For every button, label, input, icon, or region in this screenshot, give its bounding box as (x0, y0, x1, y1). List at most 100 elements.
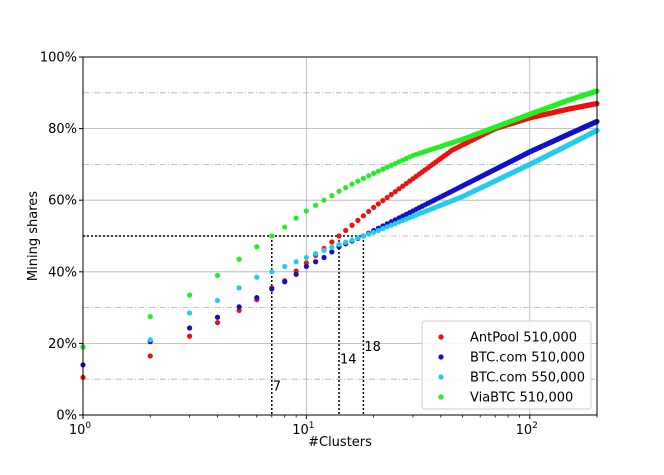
data-point (384, 164, 390, 170)
data-point (303, 208, 309, 214)
cutoff-label: 14 (340, 353, 357, 368)
data-point (388, 222, 394, 228)
data-point (147, 313, 153, 320)
legend: AntPool 510,000 BTC.com 510,000 BTC.com 55… (421, 320, 592, 410)
y-axis-label: Mining shares (26, 191, 41, 281)
data-point (282, 279, 288, 285)
data-point (392, 189, 398, 195)
x-tick-label: 102 (516, 421, 538, 438)
legend-marker (438, 354, 444, 360)
data-point (186, 325, 193, 331)
data-point (343, 227, 349, 234)
data-point (269, 286, 275, 292)
data-point (336, 241, 342, 248)
data-point (214, 297, 221, 304)
cutoff-label: 7 (273, 379, 281, 394)
data-point (349, 237, 355, 243)
series-2 (80, 127, 600, 350)
data-point (303, 260, 309, 266)
data-point (236, 304, 242, 310)
data-point (321, 254, 327, 261)
data-point (336, 233, 342, 239)
data-point (329, 249, 335, 255)
data-point (329, 244, 335, 250)
data-point (375, 201, 381, 207)
data-point (321, 247, 327, 253)
data-point (236, 307, 242, 314)
plot-frame (82, 56, 598, 416)
legend-marker (438, 394, 444, 400)
y-tick-label: 40% (48, 265, 77, 280)
data-point (355, 217, 361, 223)
legend-marker (438, 334, 444, 340)
data-point (147, 353, 153, 359)
legend-marker (438, 374, 444, 380)
data-point (269, 269, 275, 275)
data-point (214, 320, 221, 326)
x-tick-exponent: 0 (85, 421, 91, 431)
legend-label: ViaBTC 510,000 (470, 391, 573, 406)
data-point (360, 213, 366, 219)
data-point (371, 170, 377, 176)
data-point (375, 227, 381, 234)
data-point (321, 197, 327, 203)
series-3 (80, 88, 600, 350)
data-point (282, 263, 288, 270)
data-point (355, 178, 361, 184)
data-points-layer (80, 88, 600, 381)
y-tick-label: 80% (48, 122, 77, 137)
data-point (371, 229, 377, 236)
data-point (384, 224, 390, 230)
data-point (375, 168, 381, 174)
data-point (293, 259, 299, 265)
data-point (147, 337, 153, 343)
data-point (366, 208, 372, 215)
data-point (380, 166, 386, 172)
data-point (254, 294, 260, 301)
x-tick-base: 10 (292, 423, 309, 438)
data-point (388, 162, 394, 168)
data-point (186, 292, 193, 298)
data-point (269, 233, 275, 239)
data-point (396, 186, 402, 192)
y-tick-label: 100% (40, 51, 77, 66)
x-tick-label: 100 (69, 421, 92, 438)
cutoff-label: 18 (364, 340, 381, 355)
x-axis-label: #Clusters (308, 435, 372, 450)
data-point (214, 272, 221, 278)
annotation-layer: 7 14 18 (83, 235, 381, 415)
legend-label: AntPool 510,000 (470, 331, 577, 346)
data-point (388, 191, 394, 198)
data-point (254, 244, 260, 250)
data-point (343, 184, 349, 191)
data-point (186, 333, 193, 339)
data-point (313, 251, 319, 257)
data-point (303, 254, 309, 261)
data-point (360, 233, 366, 239)
x-tick-base: 10 (69, 423, 86, 438)
data-point (313, 259, 319, 265)
y-tick-label: 60% (48, 194, 77, 209)
data-point (303, 263, 309, 270)
legend-label: BTC.com 510,000 (470, 351, 585, 366)
y-tick-label: 20% (48, 337, 77, 352)
x-tick-exponent: 2 (532, 421, 538, 431)
data-point (349, 181, 355, 187)
x-tick-label: 101 (292, 421, 314, 438)
data-point (349, 222, 355, 228)
data-point (384, 194, 390, 201)
data-point (236, 256, 242, 262)
data-point (313, 202, 319, 208)
data-point (293, 215, 299, 221)
data-point (186, 310, 193, 316)
data-point (336, 188, 342, 194)
y-tick-label: 0% (56, 409, 77, 424)
data-point (293, 271, 299, 277)
ticks-layer: 0%20%40%60%80%100%100 101 102 (40, 51, 598, 438)
data-point (329, 192, 335, 199)
data-point (282, 224, 288, 230)
data-point (329, 239, 335, 245)
x-tick-exponent: 1 (309, 421, 315, 431)
data-point (355, 235, 361, 241)
